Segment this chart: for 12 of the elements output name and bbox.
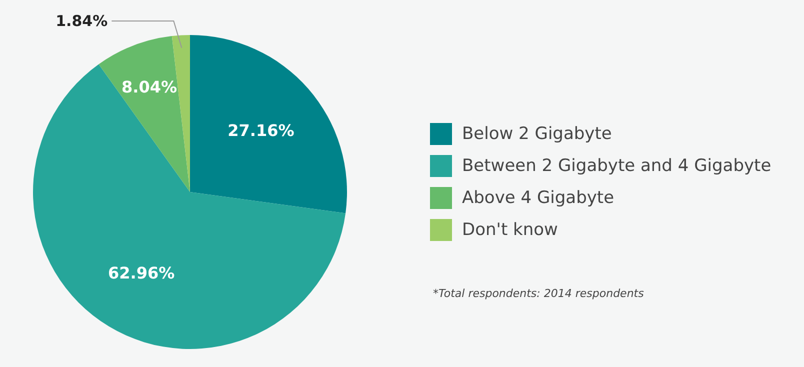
legend-label: Don't know <box>462 220 558 240</box>
data-label: 8.04% <box>122 78 178 97</box>
pie-slice <box>98 36 190 192</box>
legend-label: Between 2 Gigabyte and 4 Gigabyte <box>462 156 772 176</box>
data-label: 1.84% <box>56 12 108 30</box>
legend-label: Below 2 Gigabyte <box>462 124 612 144</box>
text: *Total respondents: 2014 respondents <box>433 287 644 300</box>
pie-slice <box>190 35 347 214</box>
pie-slice <box>33 64 346 349</box>
data-label: 62.96% <box>108 264 175 283</box>
data-label: 27.16% <box>228 121 294 140</box>
legend-label: Above 4 Gigabyte <box>462 188 614 208</box>
